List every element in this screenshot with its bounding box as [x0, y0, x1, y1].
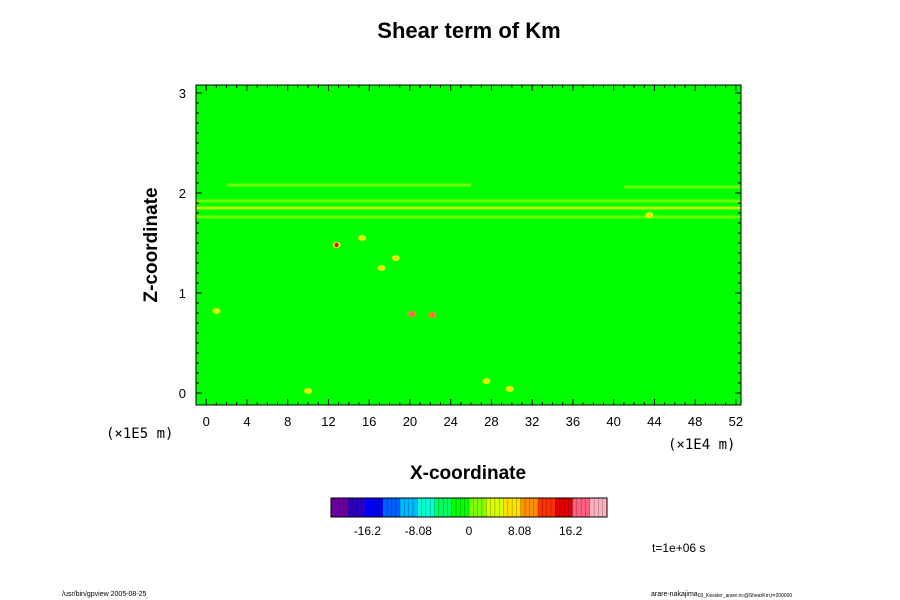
colorbar-segment — [331, 498, 349, 517]
chart-title: Shear term of Km — [377, 18, 560, 43]
colorbar-segment — [348, 498, 366, 517]
colorbar-segment — [503, 498, 522, 517]
x-tick-label: 24 — [443, 414, 457, 429]
y-scale-label: (×1E5 m) — [106, 426, 173, 442]
x-tick-label: 48 — [688, 414, 702, 429]
colorbar-segment — [589, 498, 608, 517]
x-tick-label: 0 — [203, 414, 210, 429]
y-tick-label: 1 — [179, 286, 186, 301]
colorbar-tick-label: 0 — [466, 524, 473, 538]
feature-band — [196, 199, 741, 203]
colorbar-segment — [365, 498, 384, 517]
feature-spot — [360, 235, 365, 241]
feature-spot — [647, 212, 652, 218]
colorbar: -16.2 -8.08 0 8.08 16.2 — [330, 497, 608, 538]
footer-right: arare-nakajima03_Kessler_arare.nc@ShearK… — [651, 591, 792, 599]
colorbar-segment — [417, 498, 435, 517]
colorbar-tick-label: 16.2 — [559, 524, 583, 538]
x-tick-label: 40 — [606, 414, 620, 429]
x-tick-label: 16 — [362, 414, 376, 429]
footer-left: /usr/bin/gpview 2005-08-25 — [62, 591, 147, 598]
colorbar-segment — [451, 498, 470, 517]
colorbar-segment — [469, 498, 487, 517]
colorbar-segment — [520, 498, 539, 517]
footer-right-main: arare-nakajima — [651, 591, 698, 598]
x-scale-label: (×1E4 m) — [668, 437, 735, 453]
colorbar-segment — [572, 498, 591, 517]
feature-spot — [306, 388, 311, 394]
feature-band — [196, 206, 741, 210]
y-tick-label: 3 — [179, 86, 186, 101]
plot-frame — [195, 84, 742, 406]
colorbar-tick-label: 8.08 — [508, 524, 532, 538]
x-tick-label: 52 — [729, 414, 743, 429]
x-tick-label: 8 — [284, 414, 291, 429]
colorbar-segment — [382, 498, 401, 517]
x-tick-label: 36 — [566, 414, 580, 429]
x-tick-label: 12 — [321, 414, 335, 429]
feature-band — [623, 185, 741, 189]
colorbar-tick-label: -8.08 — [405, 524, 433, 538]
feature-spot — [379, 265, 384, 271]
colorbar-frame — [330, 497, 608, 518]
x-tick-label: 28 — [484, 414, 498, 429]
feature-spot — [507, 386, 512, 392]
colorbar-segment — [434, 498, 453, 517]
colorbar-tick-label: -16.2 — [354, 524, 382, 538]
time-label: t=1e+06 s — [652, 541, 705, 555]
heatmap-background — [196, 85, 741, 405]
feature-spot — [430, 312, 435, 318]
feature-band — [226, 183, 472, 187]
feature-band — [196, 215, 741, 219]
x-tick-label: 20 — [403, 414, 417, 429]
y-axis: 0 1 2 3 — [179, 86, 741, 401]
y-tick-label: 2 — [179, 186, 186, 201]
colorbar-segment — [555, 498, 573, 517]
x-axis-label: X-coordinate — [410, 463, 526, 484]
footer-right-sub: 03_Kessler_arare.nc@ShearKm,t=200000 — [698, 593, 793, 599]
colorbar-segment — [400, 498, 418, 517]
y-tick-label: 0 — [179, 386, 186, 401]
colorbar-segment — [486, 498, 504, 517]
feature-spot — [334, 242, 339, 248]
feature-spot — [484, 378, 489, 384]
feature-spot — [214, 308, 219, 314]
x-tick-label: 4 — [243, 414, 250, 429]
x-tick-label: 32 — [525, 414, 539, 429]
y-axis-label: Z-coordinate — [141, 187, 162, 302]
x-tick-label: 44 — [647, 414, 661, 429]
x-axis: 0 4 8 12 16 20 24 28 32 36 40 44 48 52 — [203, 85, 743, 429]
feature-spot — [409, 311, 414, 317]
colorbar-segment — [538, 498, 556, 517]
heatmap-field — [196, 85, 741, 405]
feature-spot — [393, 255, 398, 261]
